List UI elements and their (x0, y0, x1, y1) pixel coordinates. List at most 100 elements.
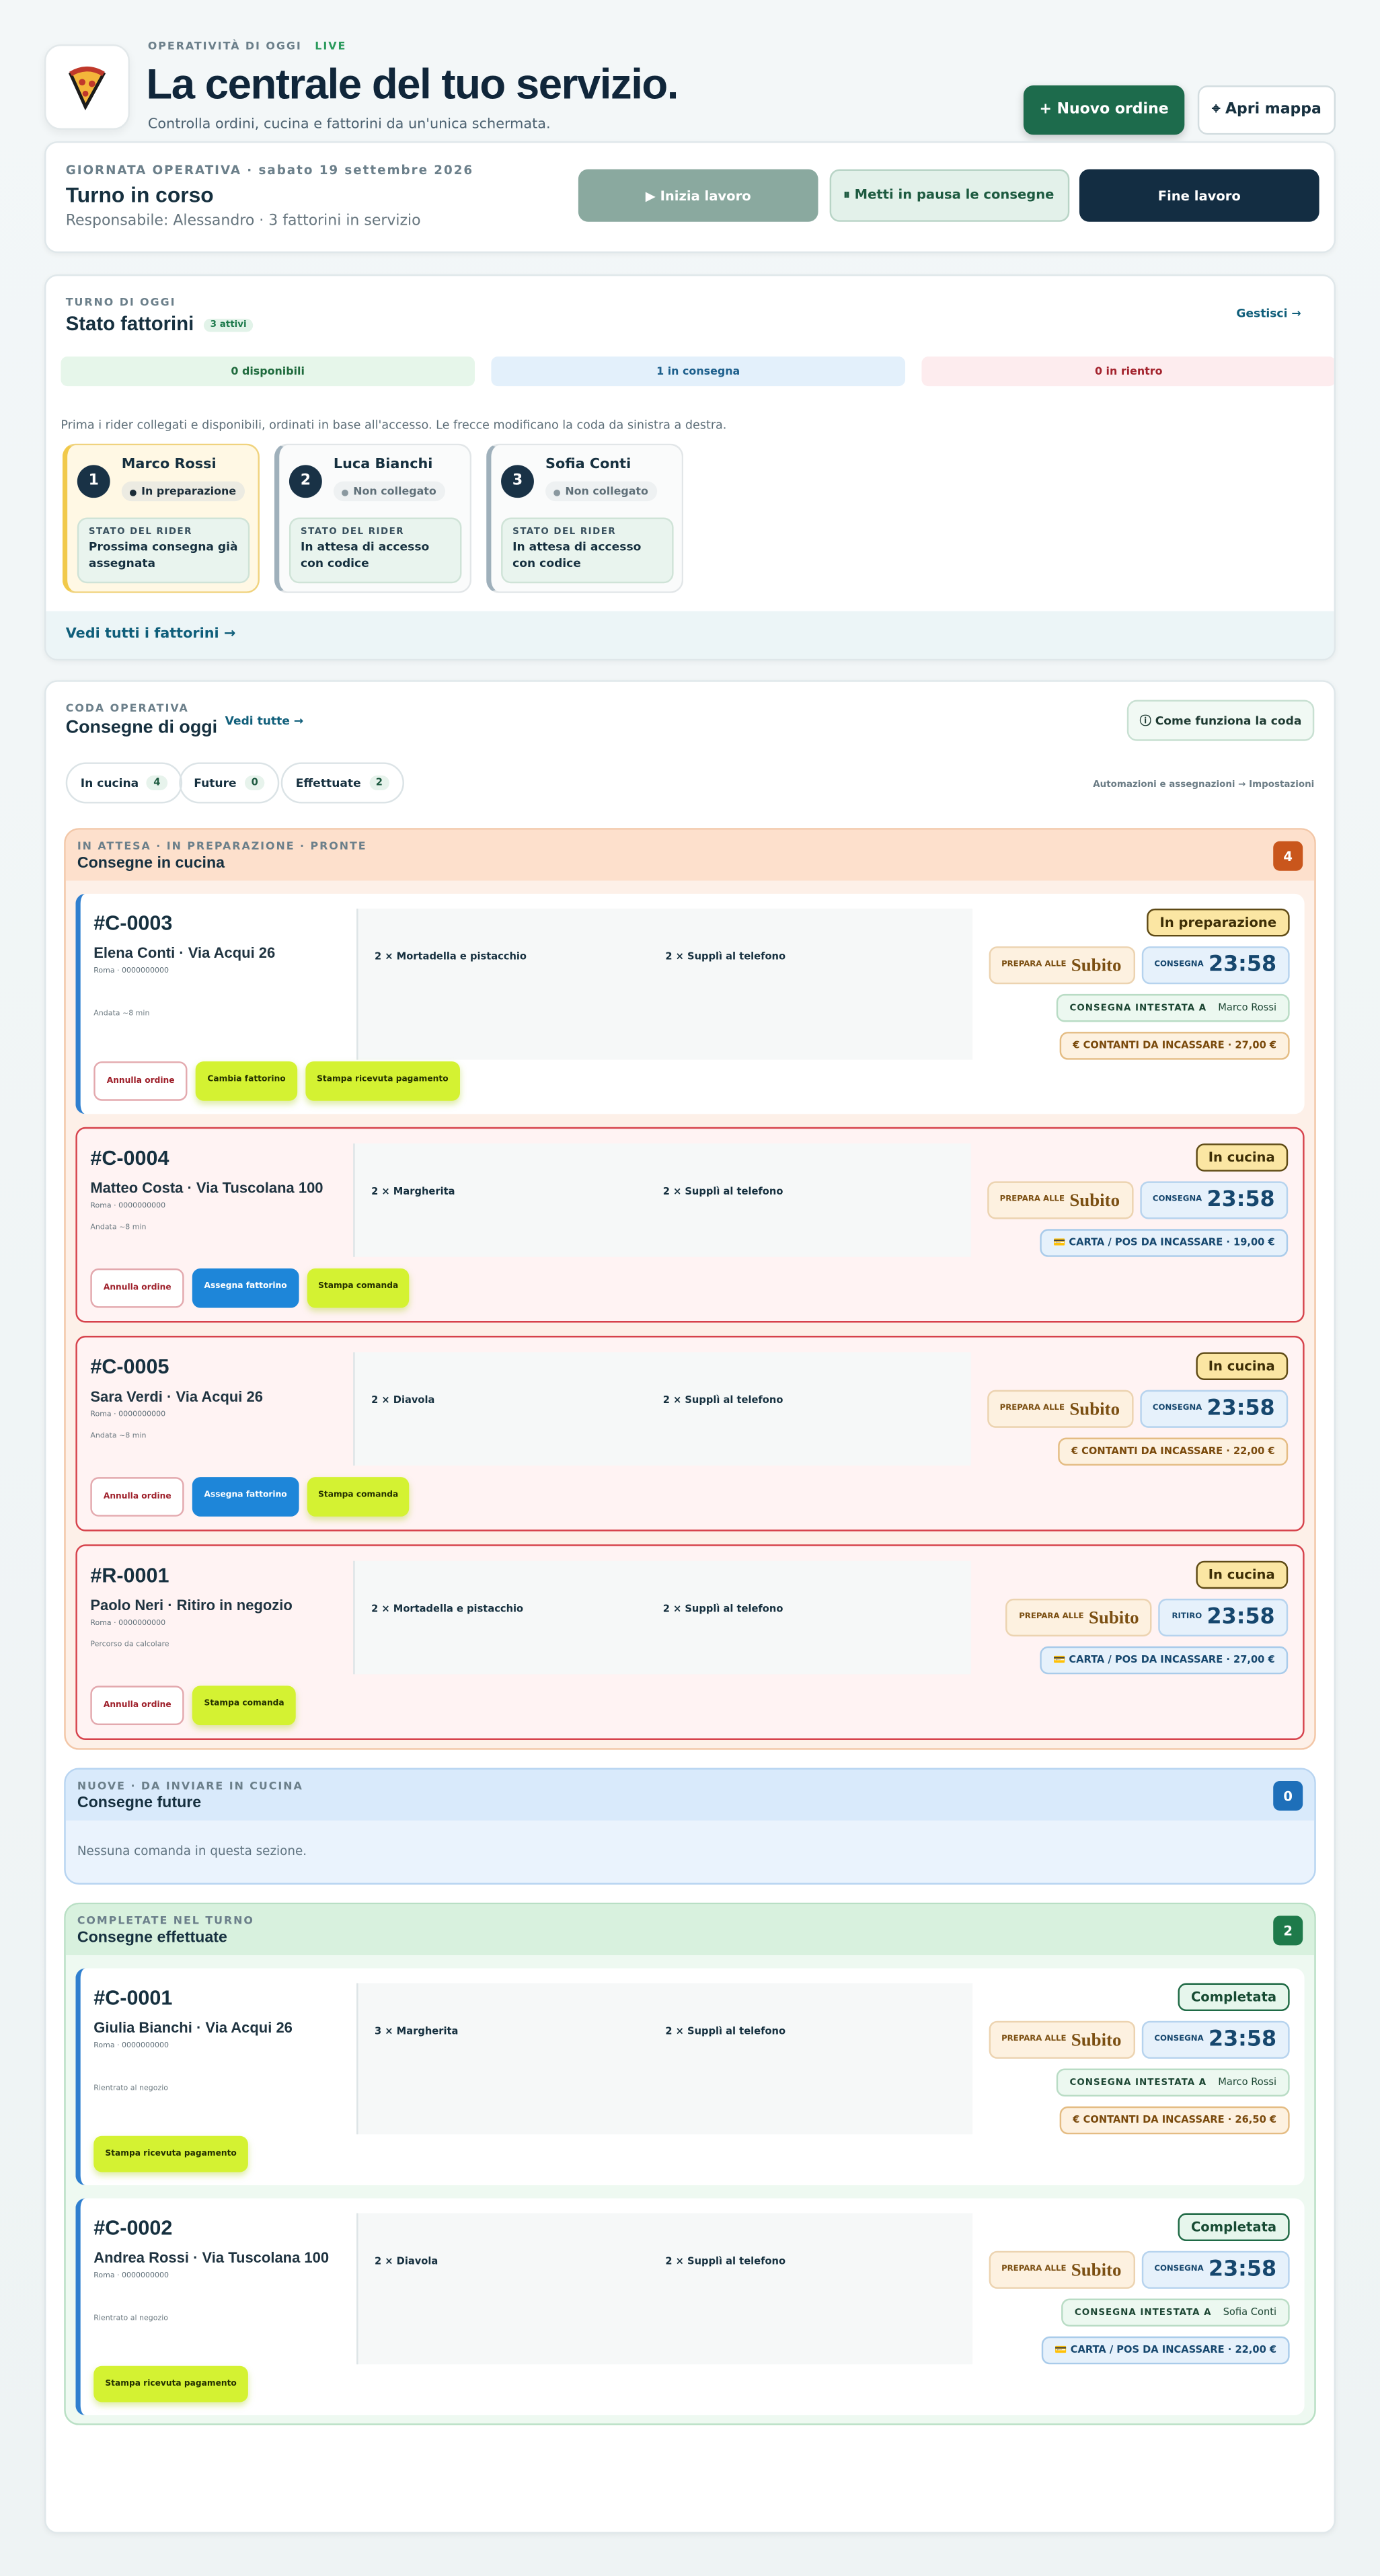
action-button[interactable]: Stampa ricevuta pagamento (93, 2365, 248, 2402)
time-chip: CONSEGNA 23:58 (1139, 1181, 1289, 1219)
action-button[interactable]: Cambia fattorino (196, 1061, 297, 1101)
section-count: 0 (1273, 1781, 1303, 1811)
rider-card[interactable]: 3 Sofia Conti Non collegato STATO DEL RIDER… (486, 443, 684, 593)
status-dot (129, 488, 137, 496)
order-item: 2 × Diavola (371, 1394, 435, 1407)
order-id: #C-0003 (93, 911, 173, 935)
settings-link[interactable]: Automazioni e assegnazioni → Impostazion… (1093, 780, 1315, 791)
time-value: 23:58 (1208, 2027, 1277, 2053)
riders-badge: 3 attivi (203, 318, 254, 332)
shift-button[interactable]: Fine lavoro (1079, 169, 1319, 222)
order-note: Andata ~8 min (93, 1010, 150, 1019)
queue-tab[interactable]: Future 0 (179, 762, 280, 804)
order-note: Rientrato al negozio (93, 2084, 169, 2094)
order-item: 2 × Supplì al telefono (665, 2256, 786, 2268)
tab-label: Effettuate (295, 776, 361, 790)
order-items: 2 × Diavola 2 × Supplì al telefono (356, 2213, 973, 2365)
section-header: IN ATTESA · IN PREPARAZIONE · PRONTE Cons… (65, 829, 1315, 881)
new-order-button[interactable]: + Nuovo ordine (1023, 85, 1185, 135)
action-button[interactable]: Annulla ordine (90, 1477, 185, 1517)
action-button[interactable]: Annulla ordine (90, 1685, 185, 1726)
tab-count: 2 (369, 775, 389, 791)
order-item: 2 × Margherita (371, 1186, 455, 1198)
rider-card[interactable]: 1 Marco Rossi In preparazione STATO DEL RID… (62, 443, 260, 593)
action-button[interactable]: Stampa ricevuta pagamento (93, 2135, 248, 2172)
order-meta: Completata PREPARA ALLE Subito CONSEGNA 23:5… (986, 1983, 1290, 2135)
queue-tab[interactable]: In cucina 4 (65, 762, 182, 804)
rider-rank: 3 (501, 465, 534, 498)
order-info: #C-0002 Andrea Rossi · Via Tuscolana 100 R… (93, 2213, 343, 2365)
see-all-link[interactable]: Vedi tutte → (225, 714, 304, 728)
action-button[interactable]: Assegna fattorino (192, 1268, 299, 1308)
action-button[interactable]: Stampa comanda (192, 1685, 296, 1726)
shift-card: GIORNATA OPERATIVA · sabato 19 settembre… (44, 141, 1336, 254)
assignee-name: Marco Rossi (1218, 2076, 1277, 2088)
prep-value: Subito (1069, 1399, 1120, 1419)
prep-chip: PREPARA ALLE Subito (987, 1390, 1133, 1428)
map-button[interactable]: ⌖ Apri mappa (1197, 85, 1336, 135)
prep-label: PREPARA ALLE (1001, 961, 1067, 970)
order-customer: Elena Conti · Via Acqui 26 (93, 944, 276, 962)
order-id: #R-0001 (90, 1564, 169, 1587)
order-customer: Paolo Neri · Ritiro in negozio (90, 1597, 293, 1614)
time-chip: CONSEGNA 23:58 (1141, 946, 1290, 985)
rider-name: Marco Rossi (121, 457, 217, 473)
tab-label: Future (194, 776, 237, 790)
order-card[interactable]: #C-0001 Giulia Bianchi · Via Acqui 26 Roma… (75, 1968, 1305, 2186)
order-meta: In cucina PREPARA ALLE Subito RITIRO 23:58 💳 … (984, 1560, 1289, 1675)
rider-rank: 2 (289, 465, 322, 498)
order-card[interactable]: #C-0002 Andrea Rossi · Via Tuscolana 100 R… (75, 2198, 1305, 2416)
header-title: La centrale del tuo servizio. (146, 59, 679, 109)
time-value: 23:58 (1208, 2257, 1277, 2283)
empty-message: Nessuna comanda in questa sezione. (77, 1843, 307, 1858)
shift-button[interactable]: ▶ Inizia lavoro (578, 169, 818, 222)
order-note: Percorso da calcolare (90, 1641, 169, 1650)
rider-stat: 0 in rientro (921, 356, 1334, 387)
queue-tab[interactable]: Effettuate 2 (280, 762, 404, 804)
assignee-label: CONSEGNA INTESTATA A (1074, 2307, 1212, 2318)
order-info: #R-0001 Paolo Neri · Ritiro in negozio Rom… (90, 1561, 340, 1675)
rider-state-label: STATO DEL RIDER (88, 527, 192, 537)
action-button[interactable]: Annulla ordine (93, 1061, 188, 1101)
time-label: CONSEGNA (1154, 2265, 1204, 2274)
section-count: 2 (1273, 1916, 1303, 1946)
rider-state-box: STATO DEL RIDER In attesa di accesso con … (289, 517, 462, 584)
queue-eyebrow: CODA OPERATIVA (65, 702, 189, 715)
prep-label: PREPARA ALLE (1001, 2265, 1067, 2274)
tab-count: 4 (147, 775, 167, 791)
action-button[interactable]: Stampa comanda (306, 1268, 410, 1308)
order-note: Andata ~8 min (90, 1433, 147, 1441)
order-status: In cucina (1195, 1143, 1289, 1172)
action-button[interactable]: Stampa comanda (306, 1477, 410, 1517)
rider-state-box: STATO DEL RIDER In attesa di accesso con … (501, 517, 674, 584)
action-button[interactable]: Stampa ricevuta pagamento (305, 1061, 460, 1101)
order-city: Roma · 0000000000 (90, 1620, 166, 1628)
riders-footer[interactable]: Vedi tutti i fattorini → (46, 611, 1334, 659)
action-button[interactable]: Annulla ordine (90, 1268, 185, 1308)
order-info: #C-0004 Matteo Costa · Via Tuscolana 100 R… (90, 1143, 340, 1257)
rider-state-label: STATO DEL RIDER (301, 527, 405, 537)
order-card[interactable]: #C-0005 Sara Verdi · Via Acqui 26 Roma · 0… (75, 1336, 1305, 1531)
status-dot (342, 488, 348, 496)
rider-status: In preparazione (121, 481, 245, 502)
assignee-name: Marco Rossi (1218, 1002, 1277, 1014)
section-eyebrow: IN ATTESA · IN PREPARAZIONE · PRONTE (77, 839, 367, 853)
payment-chip: € CONTANTI DA INCASSARE · 22,00 € (1058, 1437, 1289, 1466)
order-card[interactable]: #R-0001 Paolo Neri · Ritiro in negozio Rom… (75, 1544, 1305, 1740)
queue-card: CODA OPERATIVA Consegne di oggi Vedi tutte… (44, 680, 1336, 2534)
help-button[interactable]: ⓘ Come funziona la coda (1126, 699, 1315, 741)
tab-label: In cucina (80, 776, 139, 790)
order-item: 2 × Supplì al telefono (665, 2026, 786, 2038)
order-card[interactable]: #C-0004 Matteo Costa · Via Tuscolana 100 R… (75, 1127, 1305, 1323)
shift-button[interactable]: ⏸ Metti in pausa le consegne (829, 169, 1069, 222)
action-button[interactable]: Assegna fattorino (192, 1477, 299, 1517)
time-value: 23:58 (1206, 1188, 1275, 1213)
prep-chip: PREPARA ALLE Subito (988, 2020, 1135, 2059)
manage-link[interactable]: Gestisci → (1236, 307, 1301, 321)
order-card[interactable]: #C-0003 Elena Conti · Via Acqui 26 Roma · … (75, 893, 1305, 1114)
rider-rank: 1 (77, 465, 110, 498)
assignee-label: CONSEGNA INTESTATA A (1069, 1003, 1207, 1014)
prep-chip: PREPARA ALLE Subito (1005, 1598, 1153, 1637)
order-items: 2 × Margherita 2 × Supplì al telefono (353, 1143, 971, 1257)
rider-card[interactable]: 2 Luca Bianchi Non collegato STATO DEL RIDE… (274, 443, 472, 593)
